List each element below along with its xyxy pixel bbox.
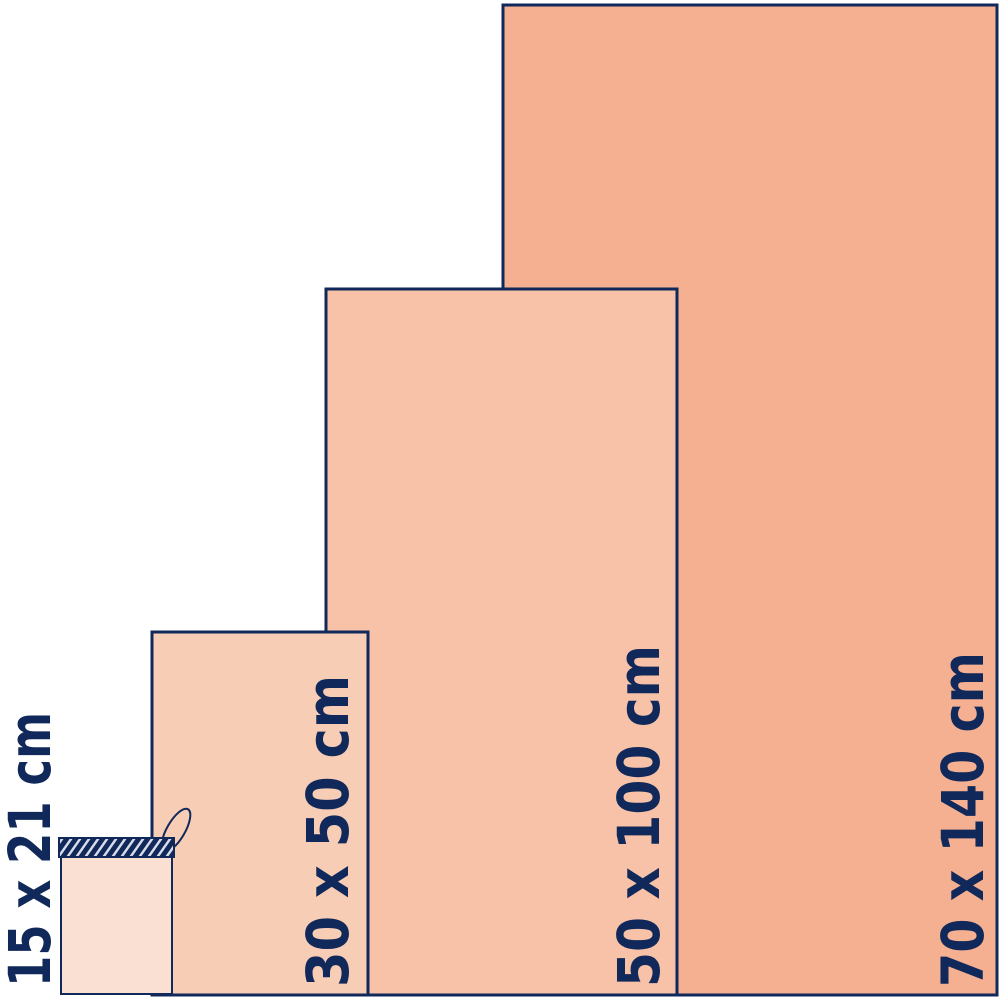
towel-30x50 xyxy=(150,630,370,997)
label-30x50: 30 x 50 cm xyxy=(294,675,362,987)
label-70x140: 70 x 140 cm xyxy=(929,652,997,987)
towel-50x100 xyxy=(324,287,679,997)
label-15x21: 15 x 21 cm xyxy=(0,712,64,987)
label-50x100: 50 x 100 cm xyxy=(605,645,673,987)
towel-15x21 xyxy=(60,839,173,995)
towel-hem-band xyxy=(58,837,175,858)
